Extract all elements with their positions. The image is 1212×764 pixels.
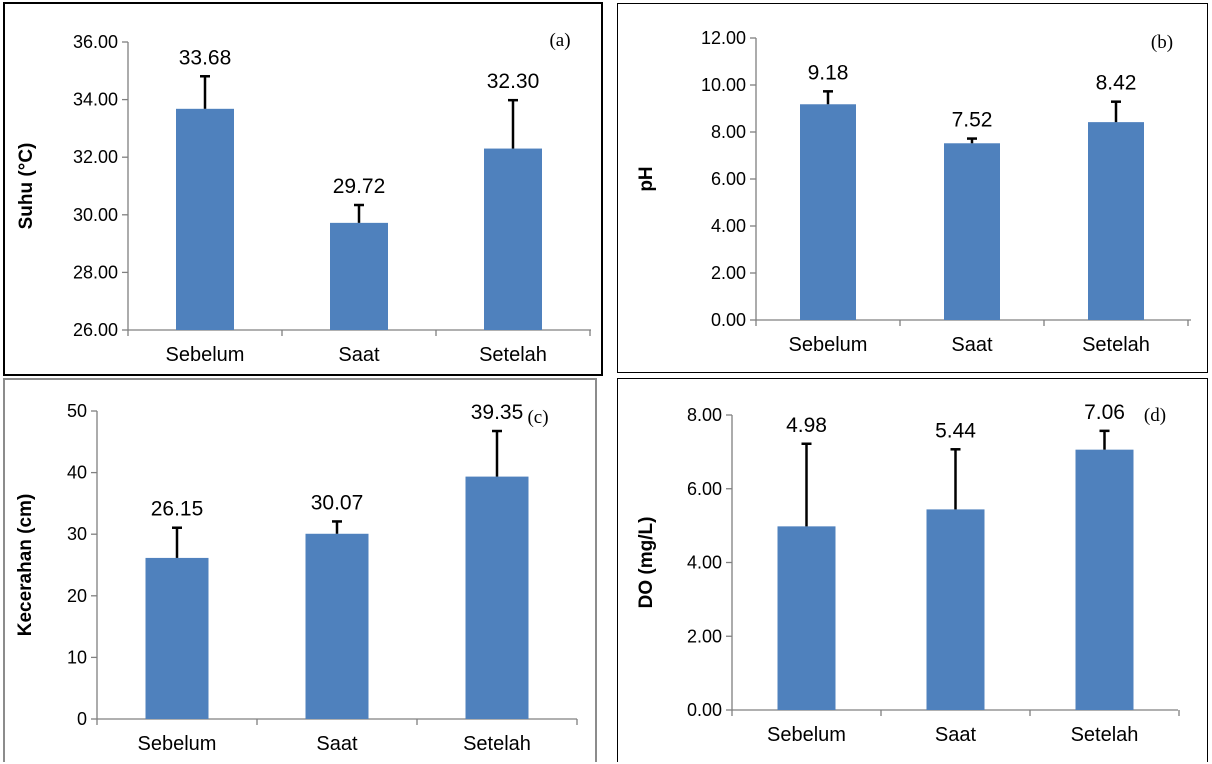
panel-label-d: (d) bbox=[1144, 405, 1166, 426]
y-tick-label: 0 bbox=[77, 709, 87, 729]
chart-panel-a: 26.00 28.00 30.00 32.00 34.00 36.00 33.68 Sebel… bbox=[3, 2, 603, 376]
bar-saat bbox=[926, 509, 985, 710]
y-tick-label: 50 bbox=[67, 401, 87, 421]
data-label: 29.72 bbox=[333, 175, 386, 198]
data-label: 5.44 bbox=[935, 419, 976, 442]
y-axis-title: DO (mg/L) bbox=[636, 517, 657, 609]
y-tick-label: 30 bbox=[67, 524, 87, 544]
bar-setelah bbox=[484, 148, 542, 330]
y-tick-label: 2.00 bbox=[687, 626, 722, 646]
y-tick-label: 4.00 bbox=[711, 216, 746, 236]
bar-sebelum bbox=[176, 108, 234, 330]
y-tick-label: 6.00 bbox=[711, 169, 746, 189]
data-label: 32.30 bbox=[487, 70, 540, 93]
y-tick-label: 12.00 bbox=[701, 28, 746, 48]
data-label: 39.35 bbox=[471, 401, 524, 424]
x-category-label: Sebelum bbox=[767, 724, 846, 746]
chart-panel-d: 0.00 2.00 4.00 6.00 8.00 4.98 Sebelum 5.44 Saat 7… bbox=[617, 378, 1208, 762]
x-category-label: Sebelum bbox=[138, 733, 217, 755]
bar-setelah bbox=[1075, 449, 1134, 710]
panel-label-c: (c) bbox=[527, 407, 548, 428]
panel-label-b: (b) bbox=[1151, 32, 1173, 53]
y-axis-title: Suhu (°C) bbox=[16, 143, 37, 230]
chart-panel-c: 0 10 20 30 40 50 26.15 Sebelum 30.07 Saat 39.35 Set… bbox=[3, 378, 597, 762]
y-axis-title: pH bbox=[636, 166, 657, 191]
data-label: 9.18 bbox=[808, 61, 849, 84]
panel-label-a: (a) bbox=[549, 30, 570, 51]
y-tick-label: 8.00 bbox=[687, 405, 722, 425]
bar-sebelum bbox=[777, 526, 836, 710]
x-category-label: Sebelum bbox=[789, 334, 868, 356]
y-tick-label: 6.00 bbox=[687, 479, 722, 499]
bar-setelah bbox=[1088, 122, 1144, 320]
x-category-label: Saat bbox=[338, 344, 380, 366]
y-tick-label: 4.00 bbox=[687, 553, 722, 573]
y-tick-label: 8.00 bbox=[711, 122, 746, 142]
y-axis-title: Kecerahan (cm) bbox=[15, 494, 36, 637]
y-tick-label: 2.00 bbox=[711, 263, 746, 283]
x-category-label: Setelah bbox=[479, 344, 547, 366]
y-tick-label: 0.00 bbox=[687, 700, 722, 720]
x-category-label: Saat bbox=[951, 334, 993, 356]
y-tick-label: 26.00 bbox=[73, 320, 118, 340]
bar-sebelum bbox=[145, 557, 209, 719]
chart-svg-c: 0 10 20 30 40 50 26.15 Sebelum 30.07 Saat 39.35 Set… bbox=[15, 401, 578, 755]
bar-saat bbox=[305, 533, 369, 719]
chart-svg-b: 0.00 2.00 4.00 6.00 8.00 10.00 12.00 9.18 Sebelu… bbox=[636, 28, 1191, 356]
bar-saat bbox=[944, 143, 1000, 320]
x-category-label: Sebelum bbox=[166, 344, 245, 366]
bar-saat bbox=[330, 222, 388, 330]
y-tick-label: 40 bbox=[67, 463, 87, 483]
y-tick-label: 0.00 bbox=[711, 310, 746, 330]
y-tick-label: 36.00 bbox=[73, 32, 118, 52]
data-label: 26.15 bbox=[151, 498, 204, 521]
x-category-label: Saat bbox=[316, 733, 358, 755]
chart-svg-d: 0.00 2.00 4.00 6.00 8.00 4.98 Sebelum 5.44 Saat 7… bbox=[636, 401, 1180, 746]
y-tick-label: 10.00 bbox=[701, 75, 746, 95]
y-tick-label: 20 bbox=[67, 586, 87, 606]
data-label: 8.42 bbox=[1096, 72, 1137, 95]
y-tick-label: 34.00 bbox=[73, 90, 118, 110]
data-label: 30.07 bbox=[311, 491, 364, 514]
chart-panel-b: 0.00 2.00 4.00 6.00 8.00 10.00 12.00 9.18 Sebelu… bbox=[617, 3, 1208, 373]
bar-sebelum bbox=[800, 104, 856, 321]
y-tick-label: 28.00 bbox=[73, 262, 118, 282]
y-tick-label: 10 bbox=[67, 647, 87, 667]
data-label: 4.98 bbox=[786, 414, 827, 437]
data-label: 7.06 bbox=[1084, 401, 1125, 424]
x-category-label: Setelah bbox=[1071, 724, 1139, 746]
x-category-label: Saat bbox=[935, 724, 977, 746]
x-category-label: Setelah bbox=[463, 733, 531, 755]
data-label: 33.68 bbox=[179, 46, 232, 69]
y-tick-label: 30.00 bbox=[73, 205, 118, 225]
bar-setelah bbox=[465, 476, 529, 719]
chart-svg-a: 26.00 28.00 30.00 32.00 34.00 36.00 33.68 Sebel… bbox=[16, 30, 591, 366]
x-category-label: Setelah bbox=[1082, 334, 1150, 356]
y-tick-label: 32.00 bbox=[73, 147, 118, 167]
data-label: 7.52 bbox=[952, 109, 993, 132]
